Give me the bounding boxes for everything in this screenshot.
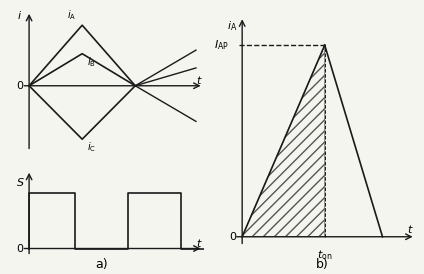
Text: $I_\mathrm{AP}$: $I_\mathrm{AP}$	[214, 38, 229, 52]
Text: $t$: $t$	[407, 223, 414, 235]
Text: $i$: $i$	[17, 8, 22, 21]
Text: $t$: $t$	[195, 237, 202, 249]
Text: $i_\mathrm{A}$: $i_\mathrm{A}$	[67, 8, 76, 22]
Text: $i_\mathrm{C}$: $i_\mathrm{C}$	[87, 141, 96, 155]
Text: $i_\mathrm{B}$: $i_\mathrm{B}$	[87, 55, 95, 69]
Text: $S$: $S$	[16, 176, 24, 188]
Text: $t$: $t$	[195, 74, 202, 86]
Text: b): b)	[316, 258, 329, 271]
Text: $i_\mathrm{A}$: $i_\mathrm{A}$	[227, 19, 237, 33]
Text: 0: 0	[17, 81, 23, 91]
Text: 0: 0	[229, 232, 236, 242]
Text: 0: 0	[17, 244, 23, 253]
Text: a): a)	[95, 258, 108, 271]
Text: $t_\mathrm{on}$: $t_\mathrm{on}$	[317, 248, 332, 262]
